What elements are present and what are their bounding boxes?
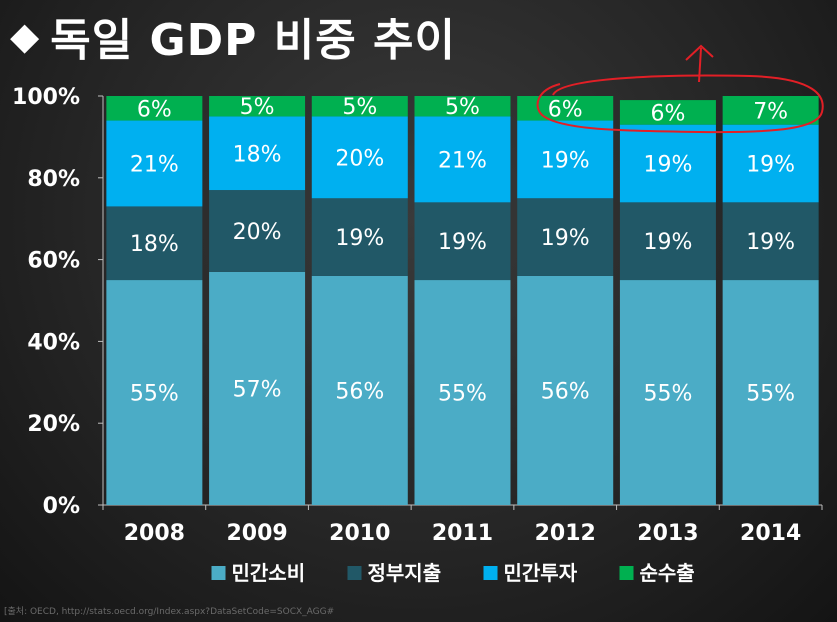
data-label: 19% <box>746 230 795 255</box>
data-label: 19% <box>541 148 590 173</box>
bar-segment <box>619 202 716 281</box>
bar-segment <box>209 116 306 191</box>
legend-label: 민간투자 <box>504 561 578 585</box>
bar-segment <box>517 96 614 121</box>
x-tick-label: 2009 <box>226 521 287 546</box>
bar-segment <box>106 280 203 505</box>
bar-segment <box>106 96 203 121</box>
legend-swatch <box>483 566 498 580</box>
bar-segment <box>722 96 819 125</box>
data-label: 5% <box>445 95 480 120</box>
bar-segment <box>414 202 511 281</box>
bar-segment <box>209 96 306 117</box>
title-text: 독일 GDP 비중 추이 <box>50 15 456 66</box>
bar-segment <box>414 116 511 203</box>
data-label: 6% <box>650 101 685 126</box>
data-label: 55% <box>130 382 179 407</box>
bar-segment <box>517 275 614 505</box>
y-tick-label: 20% <box>27 412 80 437</box>
legend-swatch <box>347 566 362 580</box>
y-tick-label: 40% <box>27 330 80 355</box>
data-label: 21% <box>130 152 179 177</box>
data-label: 5% <box>342 95 377 120</box>
data-label: 19% <box>335 226 384 251</box>
x-tick-label: 2012 <box>535 521 596 546</box>
data-label: 20% <box>233 220 282 245</box>
legend-label: 정부지출 <box>368 561 442 585</box>
legend-label: 민간소비 <box>232 561 306 585</box>
bar-segment <box>722 202 819 281</box>
data-label: 19% <box>643 152 692 177</box>
page-title: ◆ 독일 GDP 비중 추이 <box>10 6 456 66</box>
bar-segment <box>311 96 408 117</box>
bar-segment <box>619 100 716 125</box>
data-label: 5% <box>240 95 275 120</box>
legend-label: 순수출 <box>640 561 695 585</box>
x-tick-label: 2014 <box>740 521 801 546</box>
y-tick-label: 100% <box>12 85 80 110</box>
data-label: 56% <box>541 379 590 404</box>
diamond-icon: ◆ <box>10 14 41 58</box>
data-label: 19% <box>746 152 795 177</box>
x-tick-label: 2010 <box>329 521 390 546</box>
bar-segment <box>722 280 819 505</box>
data-label: 20% <box>335 146 384 171</box>
data-label: 6% <box>548 97 583 122</box>
data-label: 55% <box>746 382 795 407</box>
data-label: 57% <box>233 377 282 402</box>
arrow-up-icon <box>685 44 714 61</box>
y-tick-label: 80% <box>27 167 80 192</box>
bar-segment <box>311 275 408 505</box>
data-label: 6% <box>137 97 172 122</box>
x-tick-label: 2008 <box>124 521 185 546</box>
data-label: 55% <box>438 382 487 407</box>
data-label: 19% <box>643 230 692 255</box>
x-tick-label: 2011 <box>432 521 493 546</box>
legend-swatch <box>211 566 226 580</box>
data-label: 18% <box>130 232 179 257</box>
legend-swatch <box>619 566 634 580</box>
source-note: [출처: OECD, http://stats.oecd.org/Index.a… <box>4 607 335 617</box>
annotation-arrow-shaft <box>698 47 702 83</box>
bar-segment <box>619 124 716 203</box>
bar-segment <box>106 206 203 281</box>
bar-segment <box>311 116 408 199</box>
bar-segment <box>209 271 306 505</box>
bar-segment <box>311 198 408 276</box>
bar-segment <box>517 120 614 199</box>
bar-segment <box>414 280 511 505</box>
annotation-ellipse <box>536 74 824 134</box>
data-label: 7% <box>753 99 788 124</box>
data-label: 19% <box>438 230 487 255</box>
data-label: 21% <box>438 148 487 173</box>
data-label: 55% <box>643 382 692 407</box>
data-label: 18% <box>233 142 282 167</box>
y-tick-label: 60% <box>27 249 80 274</box>
bar-segment <box>106 120 203 207</box>
bar-segment <box>722 124 819 203</box>
x-tick-label: 2013 <box>637 521 698 546</box>
y-tick-label: 0% <box>43 494 80 519</box>
data-label: 19% <box>541 226 590 251</box>
bar-segment <box>209 190 306 272</box>
bar-segment <box>619 280 716 505</box>
bar-segment <box>414 96 511 117</box>
bar-segment <box>517 198 614 276</box>
data-label: 56% <box>335 379 384 404</box>
